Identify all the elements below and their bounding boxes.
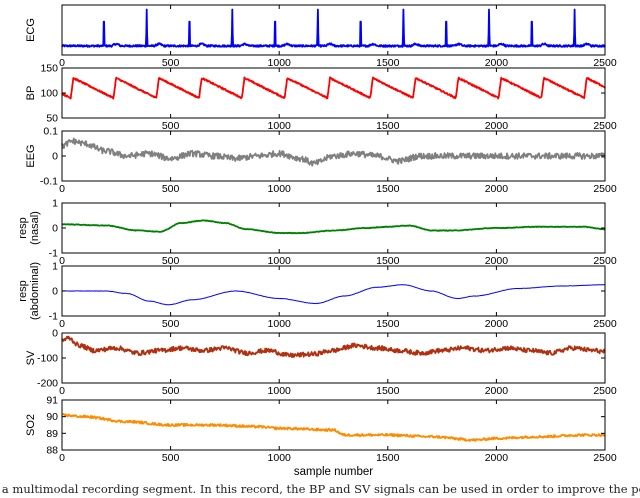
series-line-7: [61, 412, 606, 442]
x-tick-label: 1500: [376, 255, 400, 267]
x-tick-label: 500: [162, 255, 180, 267]
y-axis-label: ECG: [25, 18, 37, 42]
y-tick-label: 0: [52, 328, 58, 340]
y-tick-label: 100: [40, 88, 58, 100]
x-tick-label: 500: [162, 183, 180, 195]
x-tick-label: 2500: [593, 385, 617, 397]
y-tick-label: 89: [46, 428, 58, 440]
x-tick-label: 0: [59, 385, 65, 397]
x-tick-label: 500: [162, 318, 180, 330]
series-line-3: [61, 137, 606, 167]
x-tick-label: 1500: [376, 57, 400, 69]
y-tick-label: 1: [52, 261, 58, 273]
x-tick-label: 2500: [593, 120, 617, 132]
series-line-6: [61, 335, 605, 359]
x-tick-label: 1000: [268, 255, 292, 267]
y-axis-label: SO2: [25, 414, 37, 436]
series-line-1: [61, 8, 606, 48]
x-tick-label: 0: [59, 183, 65, 195]
x-tick-label: 0: [59, 452, 65, 464]
x-tick-label: 1000: [268, 318, 292, 330]
plot-frame-1: [61, 4, 606, 56]
x-tick-label: 2000: [485, 385, 509, 397]
y-tick-label: 0.1: [43, 126, 58, 138]
x-tick-label: 1000: [268, 183, 292, 195]
plot-frame-6: [61, 332, 606, 384]
x-tick-label: 1000: [268, 385, 292, 397]
y-tick-label: 90: [46, 411, 58, 423]
plot-frame-7: [61, 399, 606, 451]
y-tick-label: 0: [52, 151, 58, 163]
x-tick-label: 500: [162, 120, 180, 132]
x-tick-label: 1000: [268, 452, 292, 464]
plot-frame-5: [61, 265, 606, 317]
y-axis-label: SV: [25, 350, 37, 365]
series-line-2: [61, 76, 606, 100]
x-tick-label: 500: [162, 452, 180, 464]
y-tick-label: 91: [46, 395, 58, 407]
x-tick-label: 2000: [485, 57, 509, 69]
y-axis-label: resp: [17, 280, 29, 301]
y-tick-label: -200: [37, 378, 58, 390]
y-axis-label: (nasal): [29, 211, 41, 245]
y-tick-label: -1: [49, 248, 58, 260]
y-tick-label: -0.1: [40, 176, 58, 188]
x-tick-label: 2500: [593, 255, 617, 267]
x-tick-label: 2500: [593, 318, 617, 330]
y-tick-label: -1: [49, 311, 58, 323]
x-tick-label: 1500: [376, 318, 400, 330]
x-tick-label: 1500: [376, 183, 400, 195]
y-axis-label: (abdominal): [29, 262, 41, 320]
x-tick-label: 2000: [485, 255, 509, 267]
x-tick-label: 1000: [268, 120, 292, 132]
x-tick-label: 0: [59, 255, 65, 267]
x-tick-label: 0: [59, 318, 65, 330]
x-axis-label: sample number: [294, 466, 373, 478]
x-tick-label: 2000: [485, 452, 509, 464]
y-tick-label: 0: [52, 223, 58, 235]
x-tick-label: 2500: [593, 452, 617, 464]
y-tick-label: 1: [52, 198, 58, 210]
series-line-5: [62, 284, 605, 306]
x-tick-label: 2500: [593, 57, 617, 69]
x-tick-label: 1500: [376, 452, 400, 464]
x-tick-label: 500: [162, 385, 180, 397]
y-tick-label: 0: [52, 286, 58, 298]
figure-caption: f a multimodal recording segment. In thi…: [0, 482, 640, 496]
y-axis-label: BP: [25, 86, 37, 101]
x-tick-label: 2000: [485, 318, 509, 330]
series-line-4: [61, 219, 605, 235]
y-tick-label: -100: [37, 353, 58, 365]
x-tick-label: 2000: [485, 183, 509, 195]
x-tick-label: 1500: [376, 385, 400, 397]
plot-frame-2: [61, 67, 606, 119]
x-tick-label: 1500: [376, 120, 400, 132]
y-axis-label: EEG: [25, 144, 37, 167]
x-tick-label: 2000: [485, 120, 509, 132]
x-tick-label: 2500: [593, 183, 617, 195]
y-axis-label: resp: [17, 217, 29, 238]
y-tick-label: 88: [46, 445, 58, 457]
y-tick-label: 150: [40, 63, 58, 75]
y-tick-label: 50: [46, 113, 58, 125]
x-tick-label: 1000: [268, 57, 292, 69]
x-tick-label: 500: [162, 57, 180, 69]
x-tick-label: 0: [59, 57, 65, 69]
